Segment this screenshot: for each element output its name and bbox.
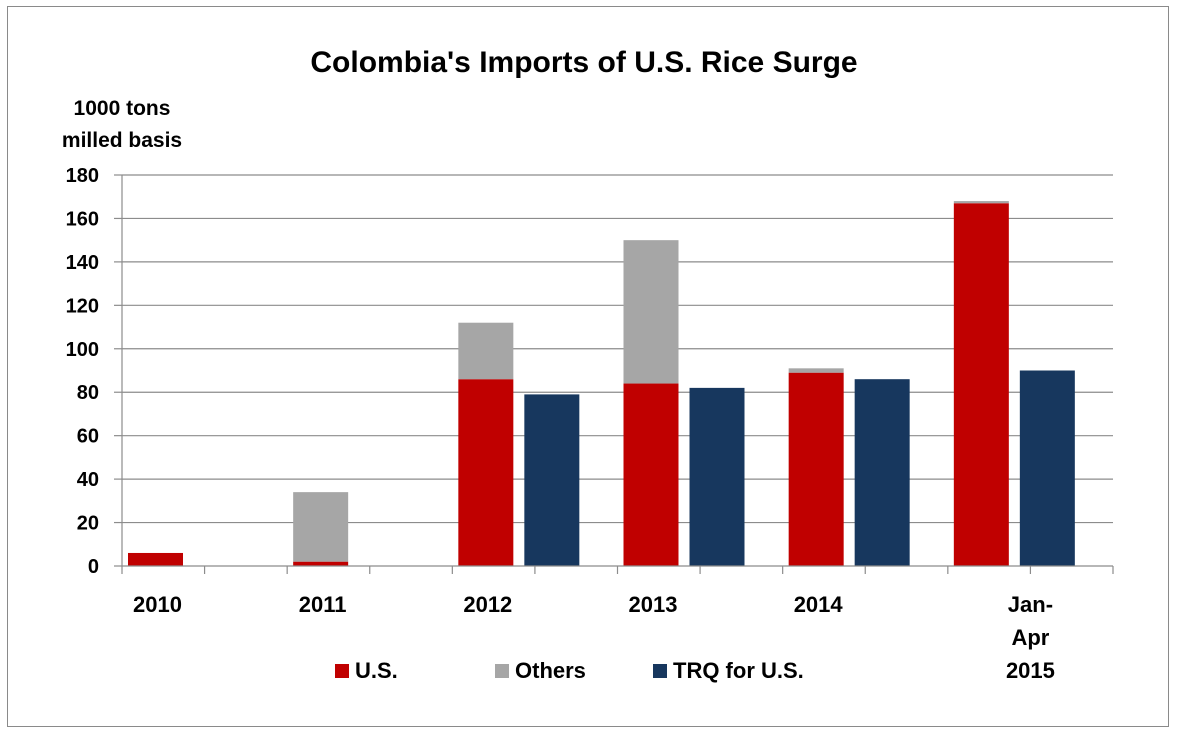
y-tick-label: 180 [66,165,99,187]
bar-u-s [788,372,844,566]
bar-others [623,240,679,384]
bar-others [293,492,349,562]
y-axis-label-line-2: milled basis [62,129,182,152]
y-tick-label: 120 [66,295,99,317]
y-tick-label: 160 [66,208,99,230]
legend-swatch [653,664,667,678]
legend-swatch [495,664,509,678]
x-tick-label: 2010 [133,592,182,617]
legend-swatch [335,664,349,678]
x-tick-label: 2015 [1006,658,1055,683]
chart-frame: Colombia's Imports of U.S. Rice Surge 10… [7,6,1169,727]
bar-trq-for-u-s [854,379,910,566]
legend: U.S. Others TRQ for U.S. [335,658,804,683]
y-tick-label: 80 [77,382,99,404]
bar-trq-for-u-s [1019,370,1075,566]
gridlines [122,174,1113,524]
axes [121,175,1114,574]
x-tick-label: 2011 [299,592,347,617]
legend-label: Others [515,658,586,683]
y-tick-label: 140 [66,252,99,274]
bar-others [953,201,1009,204]
y-tick-label: 100 [66,339,99,361]
legend-label: TRQ for U.S. [673,658,804,683]
bar-u-s [293,561,349,566]
chart-title: Colombia's Imports of U.S. Rice Surge [310,46,857,79]
bar-others [458,322,514,380]
bar-u-s [128,552,183,566]
bar-trq-for-u-s [689,387,745,566]
x-tick-label: Apr [1011,625,1049,650]
y-tick-label: 20 [77,513,99,535]
y-tick-label: 0 [88,556,99,578]
x-axis-labels: 2010 2011 2012 2013 2014 Jan- Apr 2015 [133,592,1055,683]
x-tick-label: 2013 [629,592,678,617]
bar-u-s [623,383,679,566]
x-tick-label: 2014 [794,592,844,617]
bar-u-s [458,379,514,566]
bar-u-s [953,203,1009,566]
bar-chart: Colombia's Imports of U.S. Rice Surge 10… [62,46,1114,683]
bars [128,201,1075,566]
y-tick-label: 40 [77,469,99,491]
x-tick-label: Jan- [1008,592,1053,617]
bar-trq-for-u-s [524,394,580,566]
y-axis-label-line-1: 1000 tons [74,97,171,120]
bar-others [788,368,844,373]
y-axis-ticks: 0 20 40 60 80 100 120 140 160 180 [66,165,122,578]
x-tick-label: 2012 [463,592,512,617]
y-tick-label: 60 [77,426,99,448]
legend-label: U.S. [355,658,398,683]
